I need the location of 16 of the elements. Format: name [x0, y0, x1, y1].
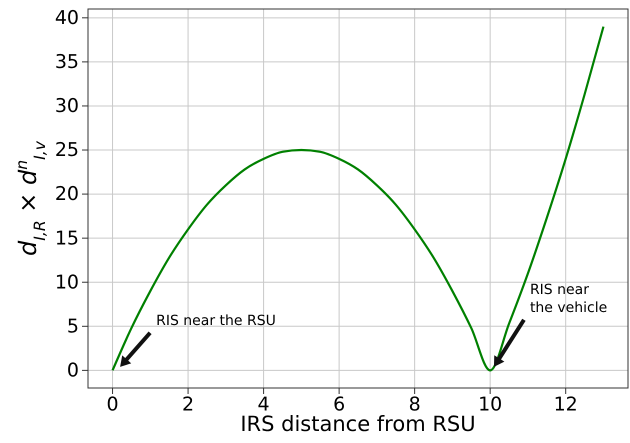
y-tick-label: 15: [54, 227, 79, 250]
y-tick-label: 10: [54, 271, 79, 294]
x-tick-label: 12: [554, 393, 578, 416]
y-tick-label: 35: [54, 50, 79, 73]
annotation: RIS near the RSU: [156, 312, 276, 329]
y-tick-label: 20: [54, 183, 79, 206]
line-series: [111, 26, 605, 372]
x-tick-label: 0: [106, 393, 119, 416]
y-tick-label: 40: [54, 6, 79, 29]
y-tick-label: 25: [54, 139, 79, 162]
annotation: RIS near the vehicle: [530, 282, 608, 316]
x-tick-label: 10: [478, 393, 502, 416]
y-tick-label: 0: [66, 359, 79, 382]
y-tick-label: 30: [54, 95, 79, 118]
x-tick-label: 2: [182, 393, 194, 416]
y-tick-label: 5: [66, 315, 79, 338]
